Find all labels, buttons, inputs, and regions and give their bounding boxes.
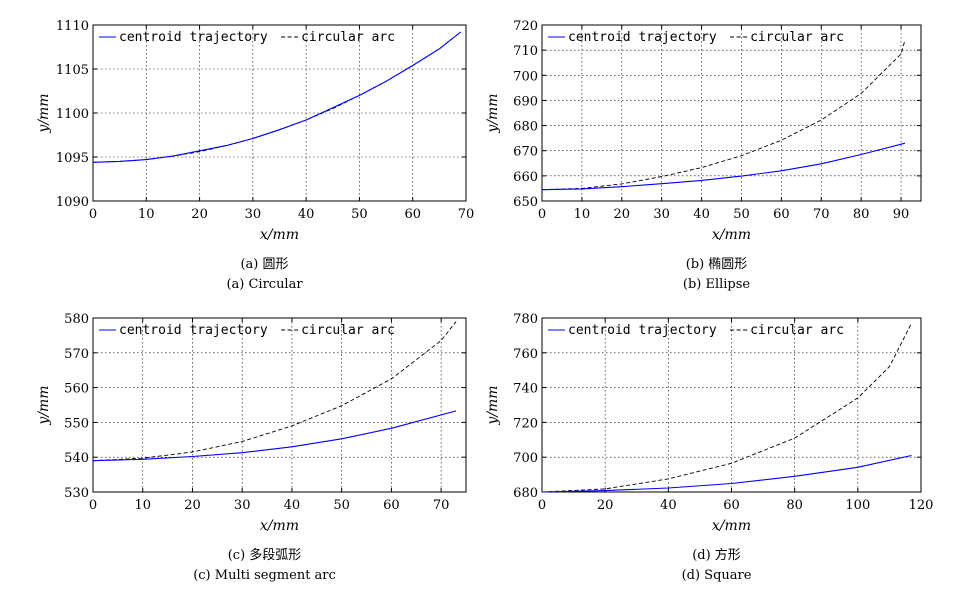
- panel-3: 0 20 40 60 80 100 120 680 700 720 740 760 780 x/mm y/m…: [485, 312, 933, 583]
- caption-cn: (c) 多段弧形: [228, 547, 302, 563]
- x-axis-label: x/mm: [260, 227, 299, 243]
- y-tick-label: 1105: [56, 63, 89, 78]
- panel-1: 0 10 20 30 40 50 60 70 80 90 650 660 670 680 690 700 710…: [485, 19, 922, 292]
- x-tick-label: 30: [234, 498, 251, 513]
- legend-entry: circular arc: [301, 30, 395, 45]
- x-tick-label: 50: [333, 498, 350, 513]
- x-tick-label: 30: [653, 207, 670, 222]
- series-line-circular-arc: [541, 39, 906, 191]
- x-tick-label: 50: [733, 207, 750, 222]
- caption-en: (c) Multi segment arc: [193, 568, 336, 583]
- x-tick-label: 20: [597, 498, 614, 513]
- series-line-circular-arc: [92, 321, 457, 462]
- x-tick-label: 30: [245, 207, 262, 222]
- y-axis-label: y/mm: [36, 93, 52, 133]
- y-tick-label: 700: [513, 69, 538, 84]
- x-tick-label: 40: [298, 207, 315, 222]
- caption-cn: (b) 椭圆形: [686, 256, 748, 272]
- panel-0: 0 10 20 30 40 50 60 70 1090 1095 1100 1105 1110 x/mm y…: [36, 19, 474, 292]
- x-tick-label: 0: [538, 498, 546, 513]
- series-line-centroid-trajectory: [541, 454, 912, 493]
- caption-en: (b) Ellipse: [683, 277, 751, 292]
- x-tick-label: 20: [191, 207, 208, 222]
- x-tick-label: 70: [458, 207, 475, 222]
- series-line-circular-arc: [92, 31, 461, 163]
- x-tick-label: 60: [723, 498, 740, 513]
- y-tick-label: 670: [513, 145, 538, 160]
- y-tick-label: 680: [513, 120, 538, 135]
- x-tick-label: 10: [138, 207, 155, 222]
- y-tick-label: 740: [513, 382, 538, 397]
- caption-en: (a) Circular: [226, 277, 303, 292]
- plot-frame: [541, 24, 922, 202]
- y-tick-label: 760: [513, 347, 538, 362]
- series-line-centroid-trajectory: [541, 142, 906, 191]
- x-tick-label: 70: [813, 207, 830, 222]
- series-line-centroid-trajectory: [92, 410, 457, 462]
- series-line-centroid-trajectory: [92, 31, 462, 163]
- y-tick-label: 650: [513, 195, 538, 210]
- x-tick-label: 80: [853, 207, 870, 222]
- panel-2: 0 10 20 30 40 50 60 70 530 540 550 560 570 580 x/mm y/m…: [36, 312, 467, 583]
- caption-en: (d) Square: [682, 568, 752, 583]
- legend-entry: circular arc: [301, 323, 395, 338]
- y-tick-label: 560: [64, 382, 89, 397]
- plot-frame: [92, 317, 467, 493]
- y-tick-label: 1095: [56, 151, 89, 166]
- y-axis-label: y/mm: [36, 385, 52, 425]
- x-axis-label: x/mm: [712, 227, 751, 243]
- caption-cn: (d) 方形: [692, 547, 741, 563]
- x-tick-label: 20: [184, 498, 201, 513]
- x-tick-label: 120: [909, 498, 934, 513]
- legend-entry: centroid trajectory: [568, 30, 717, 45]
- y-tick-label: 1100: [56, 107, 89, 122]
- x-tick-label: 10: [574, 207, 591, 222]
- x-tick-label: 70: [433, 498, 450, 513]
- x-tick-label: 0: [89, 207, 97, 222]
- x-tick-label: 50: [351, 207, 368, 222]
- y-tick-label: 580: [64, 312, 89, 327]
- x-tick-label: 60: [383, 498, 400, 513]
- legend-entry: centroid trajectory: [568, 323, 717, 338]
- legend-entry: circular arc: [750, 323, 844, 338]
- x-tick-label: 60: [404, 207, 421, 222]
- y-tick-label: 1110: [56, 19, 89, 34]
- x-tick-label: 10: [134, 498, 151, 513]
- y-tick-label: 660: [513, 170, 538, 185]
- legend-entry: centroid trajectory: [119, 30, 268, 45]
- x-axis-label: x/mm: [712, 518, 751, 534]
- y-tick-label: 530: [64, 486, 89, 501]
- y-tick-label: 720: [513, 416, 538, 431]
- y-tick-label: 720: [513, 19, 538, 34]
- y-tick-label: 690: [513, 94, 538, 109]
- y-tick-label: 700: [513, 451, 538, 466]
- y-tick-label: 780: [513, 312, 538, 327]
- caption-cn: (a) 圆形: [240, 257, 288, 272]
- y-tick-label: 550: [64, 416, 89, 431]
- y-tick-label: 1090: [56, 195, 89, 210]
- x-tick-label: 0: [538, 207, 546, 222]
- y-tick-label: 540: [64, 451, 89, 466]
- legend-entry: centroid trajectory: [119, 323, 268, 338]
- series-line-circular-arc: [541, 322, 912, 493]
- y-tick-label: 680: [513, 486, 538, 501]
- x-tick-label: 40: [693, 207, 710, 222]
- x-tick-label: 60: [773, 207, 790, 222]
- x-axis-label: x/mm: [260, 518, 299, 534]
- x-tick-label: 90: [893, 207, 910, 222]
- x-tick-label: 40: [660, 498, 677, 513]
- x-tick-label: 0: [89, 498, 97, 513]
- legend-entry: circular arc: [750, 30, 844, 45]
- y-tick-label: 710: [513, 44, 538, 59]
- y-axis-label: y/mm: [485, 385, 501, 425]
- x-tick-label: 40: [284, 498, 301, 513]
- y-tick-label: 570: [64, 347, 89, 362]
- x-tick-label: 80: [786, 498, 803, 513]
- x-tick-label: 20: [614, 207, 631, 222]
- x-tick-label: 100: [845, 498, 870, 513]
- y-axis-label: y/mm: [485, 93, 501, 133]
